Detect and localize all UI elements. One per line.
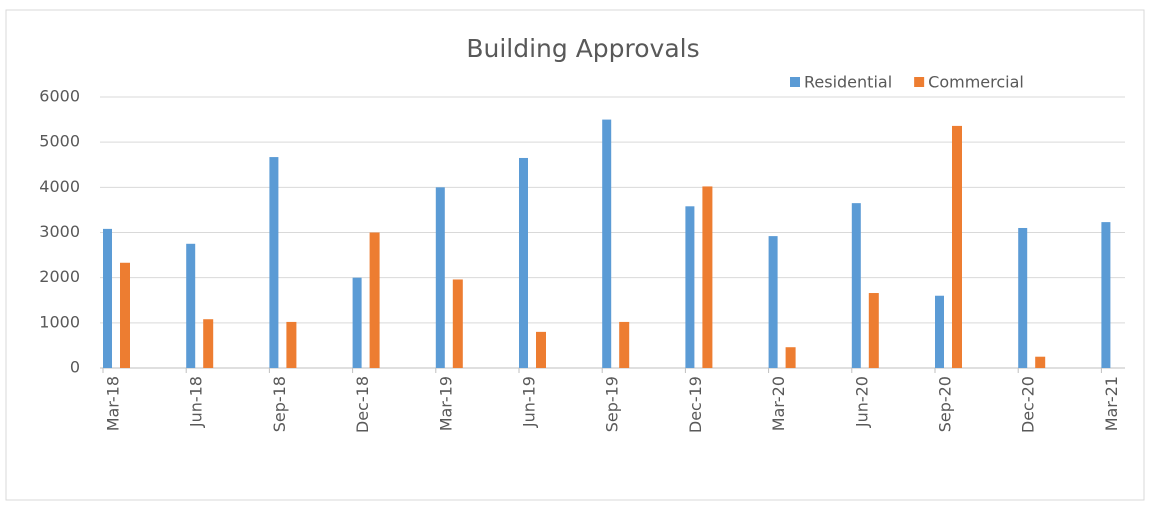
bar [186,243,196,368]
bar [369,232,380,368]
bar [352,277,362,368]
x-tick-label: Mar-21 [1102,376,1121,431]
bar [536,331,546,368]
bar [851,203,861,368]
x-tick-label: Jun-18 [187,376,206,428]
legend-swatch [914,77,925,87]
bar [103,228,112,368]
bar [1101,222,1111,368]
y-tick-label: 1000 [39,312,80,331]
x-tick-label: Mar-18 [104,376,123,431]
bar [120,262,130,368]
legend-label: Commercial [928,73,1024,92]
bar [452,279,463,368]
bar [685,206,695,368]
x-tick-label: Sep-18 [270,376,289,432]
x-tick-label: Dec-20 [1019,376,1038,433]
bar [269,157,279,368]
legend-label: Residential [804,73,892,92]
bar [868,293,879,368]
bar [435,187,445,368]
bar [952,125,962,368]
bar [1018,227,1028,368]
bar [935,295,944,368]
bar [519,157,528,368]
x-tick-label: Jun-19 [520,376,539,428]
x-tick-label: Jun-20 [852,376,871,428]
bar [619,321,630,368]
legend-swatch [790,77,800,87]
y-tick-label: 2000 [39,267,80,286]
x-tick-label: Sep-19 [603,376,622,432]
bar [702,186,713,368]
chart-title: Building Approvals [466,34,699,63]
y-tick-label: 5000 [39,132,80,151]
x-tick-label: Dec-19 [686,376,705,433]
y-tick-label: 3000 [39,222,80,241]
x-tick-label: Dec-18 [353,376,372,433]
bar [785,347,796,368]
y-tick-label: 6000 [39,87,80,106]
x-tick-label: Mar-19 [436,376,455,431]
bar [286,321,297,368]
x-tick-label: Mar-20 [769,376,788,431]
bar [203,319,214,368]
bar [768,236,778,368]
y-tick-label: 4000 [39,177,80,196]
x-tick-label: Sep-20 [936,376,955,432]
y-tick-label: 0 [70,358,80,377]
bar [602,119,612,368]
bar [1035,356,1046,368]
